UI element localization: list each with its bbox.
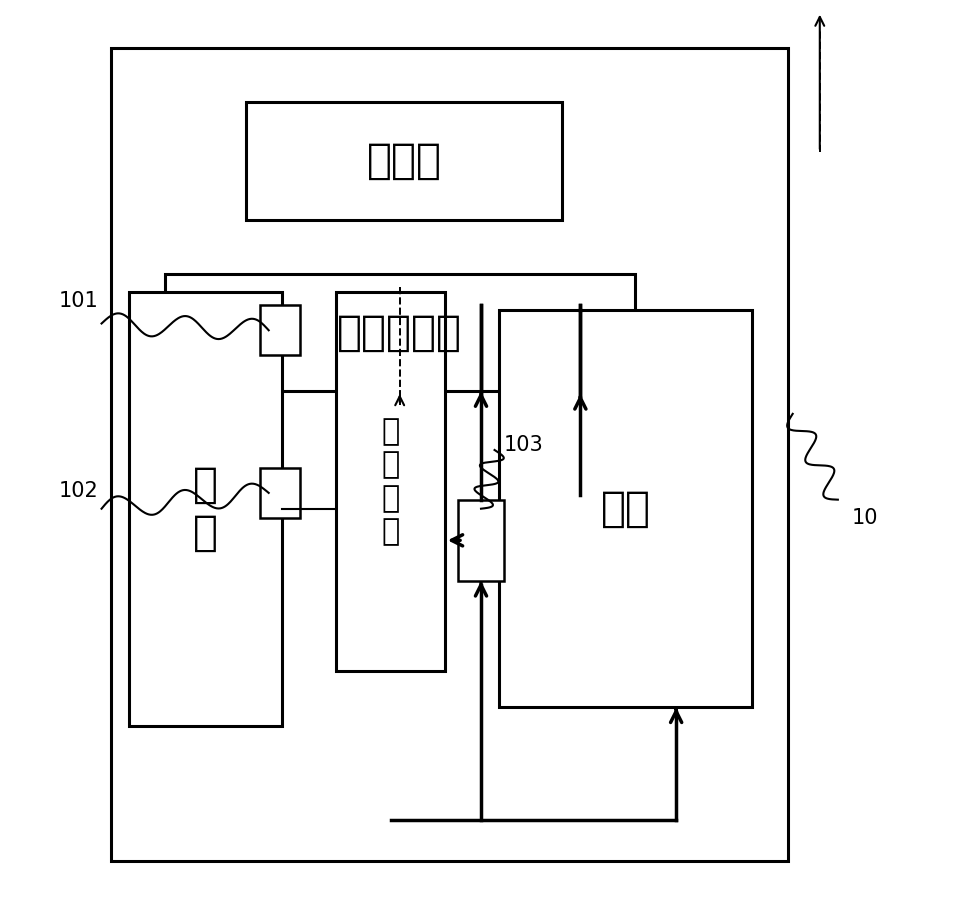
Bar [111,48,787,861]
Text: 103: 103 [503,435,543,455]
Bar [129,292,282,725]
Text: 推
动
模
块: 推 动 模 块 [382,416,400,546]
Bar [164,274,634,391]
Bar [499,310,752,707]
Bar [458,500,503,581]
Bar [259,468,300,518]
Text: 电芯: 电芯 [600,488,650,530]
Text: 101: 101 [59,291,99,311]
Bar [259,305,300,355]
Bar [336,292,444,672]
Text: 102: 102 [59,481,99,501]
Bar [246,102,562,220]
Text: 10: 10 [850,508,877,528]
Text: 储液仓: 储液仓 [366,140,441,182]
Text: 雾化芯模块: 雾化芯模块 [337,312,461,354]
Text: 主
板: 主 板 [193,464,218,554]
